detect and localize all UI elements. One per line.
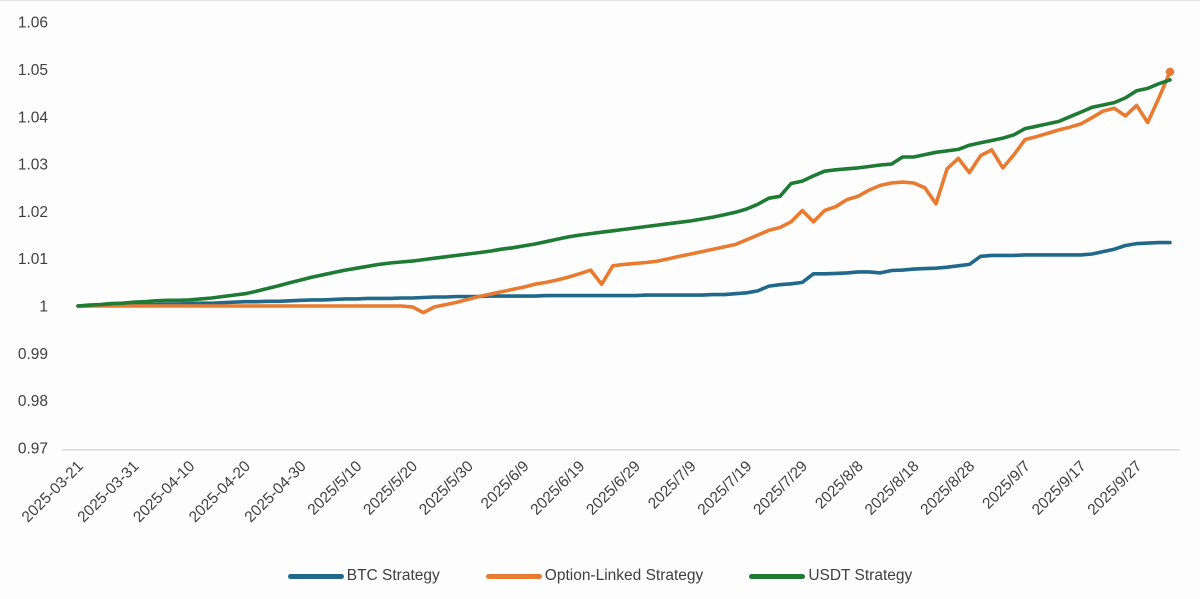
x-axis-tick-label: 2025/6/29 xyxy=(583,458,644,519)
y-axis-tick-label: 0.98 xyxy=(18,393,48,410)
x-axis-tick-label: 2025/8/28 xyxy=(917,458,978,519)
legend-label-option-linked-strategy: Option-Linked Strategy xyxy=(544,567,704,584)
x-axis-tick-label: 2025/5/20 xyxy=(360,458,421,519)
x-axis-tick-label: 2025/9/7 xyxy=(979,458,1034,513)
x-axis-tick-label: 2025/9/17 xyxy=(1029,458,1090,519)
legend: BTC Strategy Option-Linked Strategy USDT… xyxy=(0,553,1200,599)
series-line-usdt-strategy xyxy=(76,78,1172,308)
x-axis-tick-label: 2025/5/30 xyxy=(416,458,477,519)
series-line-btc-strategy xyxy=(76,240,1172,308)
x-axis-tick-label: 2025/7/29 xyxy=(750,458,811,519)
y-axis-tick-label: 1.02 xyxy=(18,204,48,221)
series-end-marker-option-linked-strategy xyxy=(1165,67,1175,77)
x-axis-tick-label: 2025/8/18 xyxy=(862,458,923,519)
y-axis-tick-label: 0.97 xyxy=(18,440,48,457)
legend-swatch-btc-strategy xyxy=(287,573,344,579)
y-axis-tick-label: 1.06 xyxy=(18,15,48,32)
y-axis-tick-label: 1.03 xyxy=(18,157,48,174)
x-axis-tick-label: 2025/6/19 xyxy=(527,458,588,519)
y-axis-tick-label: 1.01 xyxy=(18,251,48,268)
y-axis-tick-label: 1 xyxy=(39,299,48,316)
y-axis-tick-label: 0.99 xyxy=(18,346,48,363)
legend-swatch-usdt-strategy xyxy=(749,573,806,579)
y-axis-tick-label: 1.04 xyxy=(18,109,49,126)
legend-label-btc-strategy: BTC Strategy xyxy=(346,567,440,584)
legend-label-usdt-strategy: USDT Strategy xyxy=(808,567,913,584)
legend-item-usdt-strategy: USDT Strategy xyxy=(749,567,912,585)
x-axis-tick-label: 2025/7/19 xyxy=(695,458,756,519)
x-axis-tick-label: 2025/6/9 xyxy=(478,458,533,513)
legend-swatch-option-linked-strategy xyxy=(485,573,542,579)
legend-item-option-linked-strategy: Option-Linked Strategy xyxy=(485,567,704,585)
series-line-option-linked-strategy xyxy=(76,70,1172,315)
x-axis-tick-label: 2025/5/10 xyxy=(305,458,366,519)
x-axis-tick-label: 2025/9/27 xyxy=(1085,458,1146,519)
x-axis-tick-label: 2025/7/9 xyxy=(645,458,700,513)
y-axis-tick-label: 1.05 xyxy=(18,62,48,79)
x-axis-tick-label: 2025/8/8 xyxy=(812,458,867,513)
legend-item-btc-strategy: BTC Strategy xyxy=(287,567,440,585)
plot-area: 1.06 1.05 1.04 1.03 1.02 1.01 1 0.99 0.98 0.97 202… xyxy=(18,15,1180,526)
